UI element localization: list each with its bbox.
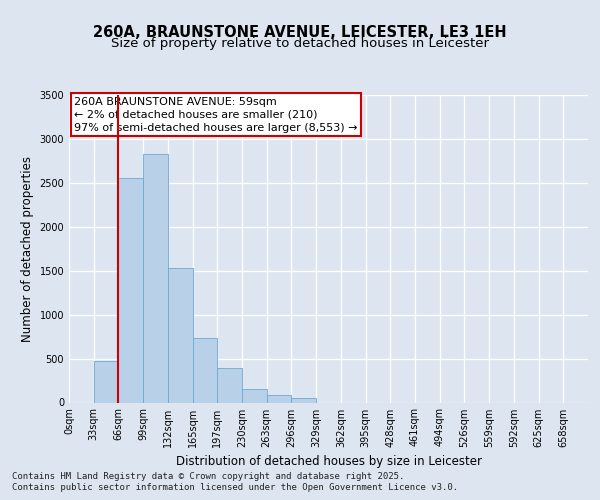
Bar xyxy=(168,268,193,402)
Bar xyxy=(292,398,316,402)
X-axis label: Distribution of detached houses by size in Leicester: Distribution of detached houses by size … xyxy=(176,455,482,468)
Bar xyxy=(267,396,292,402)
Bar xyxy=(217,368,242,402)
Text: Contains public sector information licensed under the Open Government Licence v3: Contains public sector information licen… xyxy=(12,483,458,492)
Text: 260A BRAUNSTONE AVENUE: 59sqm
← 2% of detached houses are smaller (210)
97% of s: 260A BRAUNSTONE AVENUE: 59sqm ← 2% of de… xyxy=(74,96,358,133)
Bar xyxy=(193,338,217,402)
Bar xyxy=(94,361,118,403)
Text: 260A, BRAUNSTONE AVENUE, LEICESTER, LE3 1EH: 260A, BRAUNSTONE AVENUE, LEICESTER, LE3 … xyxy=(93,25,507,40)
Bar xyxy=(143,154,168,402)
Bar xyxy=(118,178,143,402)
Bar xyxy=(242,390,267,402)
Text: Size of property relative to detached houses in Leicester: Size of property relative to detached ho… xyxy=(111,38,489,51)
Y-axis label: Number of detached properties: Number of detached properties xyxy=(21,156,34,342)
Text: Contains HM Land Registry data © Crown copyright and database right 2025.: Contains HM Land Registry data © Crown c… xyxy=(12,472,404,481)
